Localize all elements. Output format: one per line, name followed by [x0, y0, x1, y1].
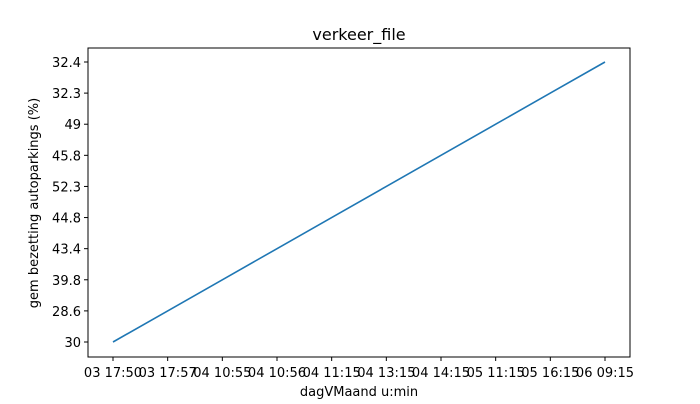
y-tick-label: 32.4	[52, 56, 81, 71]
y-tick-label: 45.8	[52, 149, 81, 164]
y-tick-label: 32.3	[52, 87, 81, 102]
x-axis-label: dagVMaand u:min	[300, 385, 418, 400]
plot-frame	[87, 47, 631, 358]
y-tick-label: 39.8	[52, 274, 81, 289]
y-tick-label: 52.3	[52, 180, 81, 195]
x-tick-label: 05 11:15	[467, 366, 525, 381]
y-tick-label: 30	[64, 336, 81, 351]
y-tick-label: 44.8	[52, 212, 81, 227]
y-tick-label: 43.4	[52, 243, 81, 258]
x-tick-label: 05 16:15	[521, 366, 579, 381]
x-tick-label: 04 11:15	[303, 366, 361, 381]
x-tick-label: 06 09:15	[576, 366, 634, 381]
x-tick-label: 04 10:55	[193, 366, 251, 381]
y-axis-label: gem bezetting autoparkings (%)	[27, 98, 42, 308]
y-tick-label: 28.6	[52, 305, 81, 320]
chart-title: verkeer_file	[312, 25, 405, 45]
x-tick-label: 03 17:57	[139, 366, 197, 381]
x-tick-label: 04 10:56	[248, 366, 306, 381]
x-tick-label: 03 17:50	[84, 366, 142, 381]
series-line	[112, 61, 606, 343]
y-tick-label: 49	[64, 118, 81, 133]
x-tick-label: 04 13:15	[357, 366, 415, 381]
x-tick-label: 04 14:15	[412, 366, 470, 381]
